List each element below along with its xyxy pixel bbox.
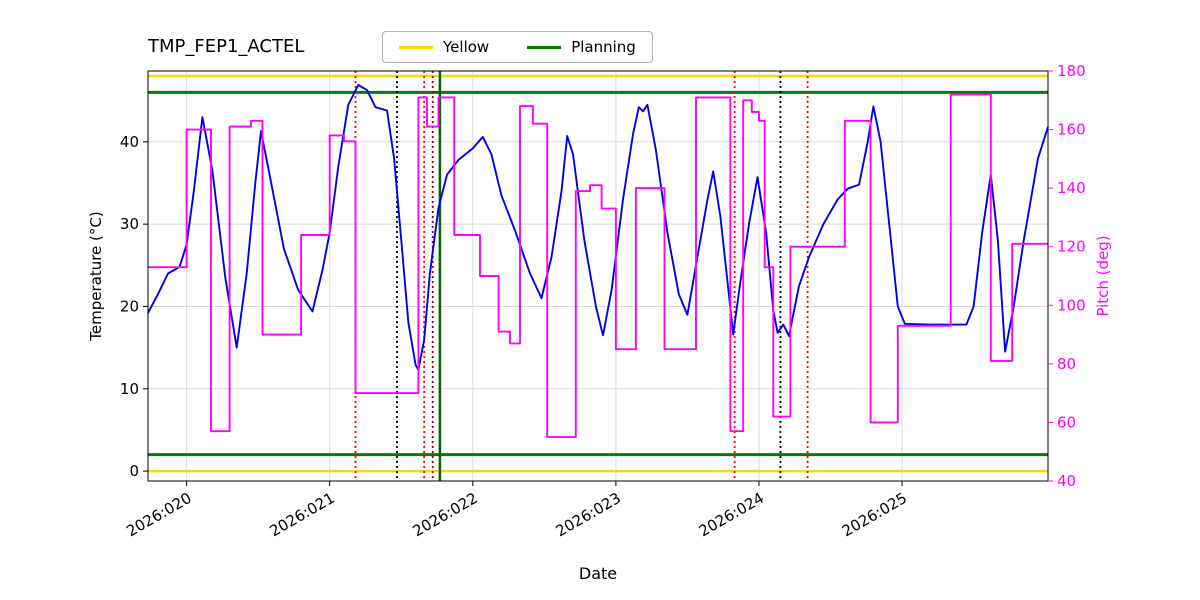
y-left-tick-label: 0 bbox=[129, 462, 139, 480]
legend-item-planning: Planning bbox=[527, 38, 636, 56]
y-axis-label-pitch: Pitch (deg) bbox=[1094, 235, 1112, 317]
x-tick-label: 2026:024 bbox=[696, 489, 767, 541]
legend-label: Yellow bbox=[443, 38, 490, 56]
x-tick-label: 2026:023 bbox=[553, 489, 624, 541]
series-line-pitch bbox=[148, 93, 1048, 439]
plot-border bbox=[147, 70, 1049, 482]
chart-legend: Yellow Planning bbox=[382, 31, 653, 63]
x-tick-label: 2026:020 bbox=[123, 489, 194, 541]
y-right-tick-label: 60 bbox=[1057, 413, 1076, 431]
y-right-tick-label: 40 bbox=[1057, 472, 1076, 490]
legend-line-swatch bbox=[527, 45, 562, 49]
y-left-tick-label: 40 bbox=[120, 133, 139, 151]
chart-title: TMP_FEP1_ACTEL bbox=[148, 36, 305, 57]
legend-item-yellow: Yellow bbox=[399, 38, 489, 56]
x-tick-label: 2026:022 bbox=[410, 489, 481, 541]
y-right-tick-label: 120 bbox=[1057, 238, 1086, 256]
y-right-tick-label: 80 bbox=[1057, 355, 1076, 373]
y-left-tick-label: 30 bbox=[120, 215, 139, 233]
legend-line-swatch bbox=[399, 45, 433, 49]
y-left-tick-label: 20 bbox=[120, 297, 139, 315]
x-tick-label: 2026:025 bbox=[839, 489, 910, 541]
y-axis-label-temperature: Temperature (°C) bbox=[87, 211, 105, 341]
x-tick-label: 2026:021 bbox=[266, 489, 337, 541]
x-axis-label: Date bbox=[578, 564, 618, 583]
y-right-tick-label: 100 bbox=[1057, 296, 1086, 314]
y-right-tick-label: 160 bbox=[1057, 121, 1086, 139]
y-right-tick-label: 180 bbox=[1057, 62, 1086, 80]
legend-label: Planning bbox=[571, 38, 636, 56]
y-right-tick-label: 140 bbox=[1057, 179, 1086, 197]
series-line-temperature bbox=[147, 84, 1049, 371]
y-left-tick-label: 10 bbox=[120, 380, 139, 398]
